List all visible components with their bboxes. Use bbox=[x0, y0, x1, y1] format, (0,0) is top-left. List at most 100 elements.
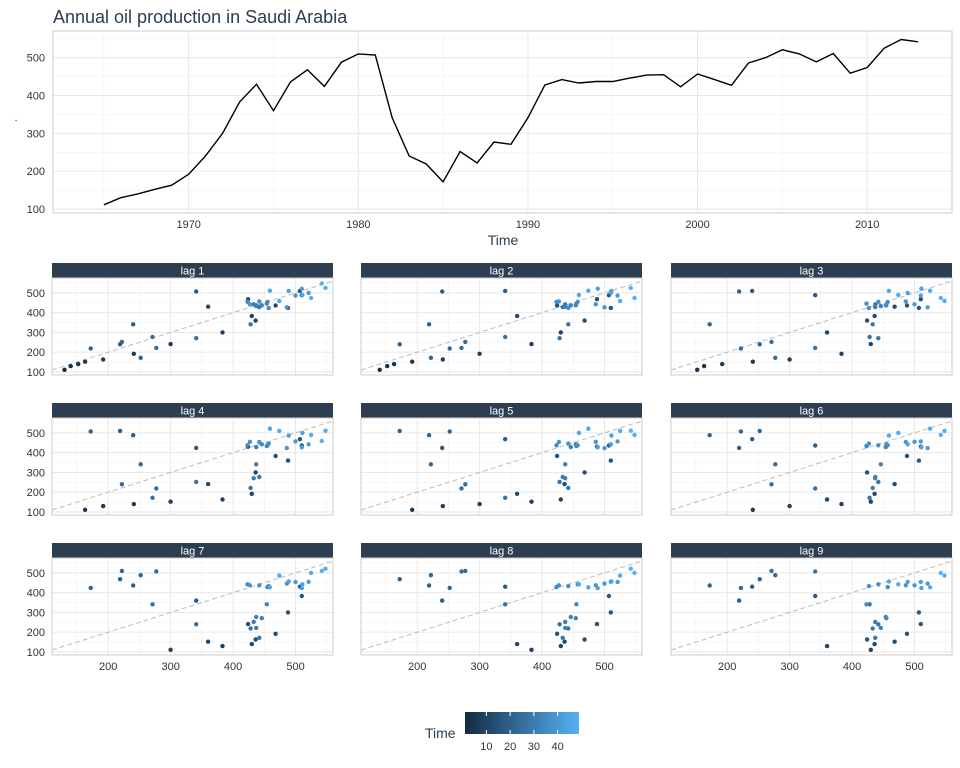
lag-point bbox=[918, 621, 923, 627]
oil-production-line bbox=[103, 38, 919, 206]
main-x-tick-label: 1970 bbox=[176, 219, 200, 231]
lag-point bbox=[925, 305, 930, 310]
lag-point bbox=[563, 625, 568, 631]
lag-point bbox=[769, 482, 774, 487]
lag-panel-3: lag 3 bbox=[670, 263, 953, 376]
lag-point bbox=[300, 292, 305, 298]
lag-point bbox=[876, 299, 881, 304]
lag-point bbox=[150, 495, 155, 500]
lag-point bbox=[248, 626, 253, 631]
facet-strip bbox=[52, 263, 333, 278]
lag-point bbox=[319, 281, 324, 286]
lag-point bbox=[554, 303, 560, 308]
lag-point bbox=[277, 428, 282, 434]
lag-point bbox=[558, 643, 563, 649]
lag-point bbox=[864, 318, 870, 323]
lag-point bbox=[839, 351, 844, 356]
lag-point bbox=[867, 334, 872, 340]
lag-point bbox=[904, 631, 910, 636]
lag-panel-border bbox=[51, 417, 334, 516]
lag-point bbox=[477, 351, 482, 356]
lag-point bbox=[876, 479, 881, 485]
lag-point bbox=[892, 304, 897, 309]
lag-point bbox=[876, 336, 881, 341]
lag-point bbox=[277, 298, 282, 304]
lag-point bbox=[903, 583, 908, 588]
lag-point bbox=[757, 577, 762, 582]
lag-point bbox=[285, 458, 291, 463]
lag-point bbox=[220, 643, 225, 649]
lag-point bbox=[168, 647, 173, 652]
lag-point bbox=[277, 573, 282, 578]
lag-point bbox=[397, 577, 402, 582]
lag-point bbox=[138, 355, 143, 360]
lag-panel-border bbox=[360, 557, 643, 656]
lag-point bbox=[249, 641, 254, 647]
lag-point bbox=[884, 303, 889, 308]
lag-point bbox=[297, 437, 303, 442]
lag-point bbox=[154, 486, 159, 491]
lag-panel-8: lag 8 200 300 400 500 bbox=[360, 543, 643, 673]
lag-point bbox=[254, 303, 259, 308]
lag-point bbox=[757, 428, 762, 434]
lag-point bbox=[299, 445, 304, 450]
legend-title: Time bbox=[425, 725, 456, 741]
lag-panel-1: lag 1 100 200 300 400 500 bbox=[27, 263, 334, 379]
lag-point bbox=[205, 481, 211, 487]
main-y-tick-label: 100 bbox=[27, 204, 45, 216]
lag-point bbox=[440, 598, 445, 603]
lag-point bbox=[707, 433, 712, 438]
lag-point bbox=[867, 602, 872, 607]
main-y-tick-label: 200 bbox=[27, 166, 45, 178]
lag-point bbox=[870, 322, 875, 327]
lag-point bbox=[131, 351, 136, 356]
lag-point bbox=[503, 334, 508, 340]
lag-point bbox=[912, 583, 917, 588]
lag-point bbox=[594, 297, 600, 302]
lag-point bbox=[566, 485, 571, 491]
lag-panel-border bbox=[51, 277, 334, 376]
lag-point bbox=[82, 507, 88, 512]
lag-point bbox=[769, 568, 774, 574]
lag-point bbox=[319, 568, 324, 574]
lag-point bbox=[557, 336, 562, 341]
lag-point bbox=[299, 585, 304, 591]
lag-point bbox=[257, 474, 262, 480]
lag-point bbox=[608, 442, 613, 447]
lag-point bbox=[927, 585, 933, 590]
lag-x-tick-label: 400 bbox=[224, 661, 242, 673]
lag-point bbox=[117, 577, 123, 582]
lag-point bbox=[912, 302, 917, 307]
lag-point bbox=[916, 305, 922, 311]
lag-point bbox=[293, 439, 298, 444]
lag-point bbox=[503, 288, 508, 294]
lag-point bbox=[864, 470, 870, 475]
facet-label: lag 1 bbox=[181, 266, 205, 278]
lag-point bbox=[194, 289, 199, 294]
lag-point bbox=[273, 453, 278, 459]
lag-point bbox=[447, 429, 452, 434]
lag-point bbox=[568, 614, 573, 620]
lag-y-tick-label: 200 bbox=[27, 487, 45, 499]
lag-point bbox=[514, 313, 520, 319]
lag-point bbox=[503, 437, 508, 442]
lag-point bbox=[896, 430, 901, 436]
lag-point bbox=[750, 584, 755, 589]
lag-point bbox=[873, 302, 878, 307]
lag-y-tick-label: 500 bbox=[27, 288, 45, 300]
lag-point bbox=[150, 602, 155, 607]
lag-point bbox=[872, 491, 877, 496]
lag-point bbox=[563, 462, 568, 467]
reference-line bbox=[360, 280, 643, 371]
lag-point bbox=[440, 357, 445, 362]
lag-point bbox=[905, 442, 910, 447]
lag-point bbox=[249, 313, 254, 319]
lag-point bbox=[576, 582, 582, 587]
lag-point bbox=[286, 579, 291, 584]
lag-point bbox=[628, 428, 633, 433]
lag-point bbox=[257, 299, 262, 304]
lag-y-tick-label: 200 bbox=[27, 627, 45, 639]
lag-point bbox=[117, 428, 123, 434]
lag-point bbox=[896, 292, 901, 298]
lag-point bbox=[259, 303, 264, 308]
